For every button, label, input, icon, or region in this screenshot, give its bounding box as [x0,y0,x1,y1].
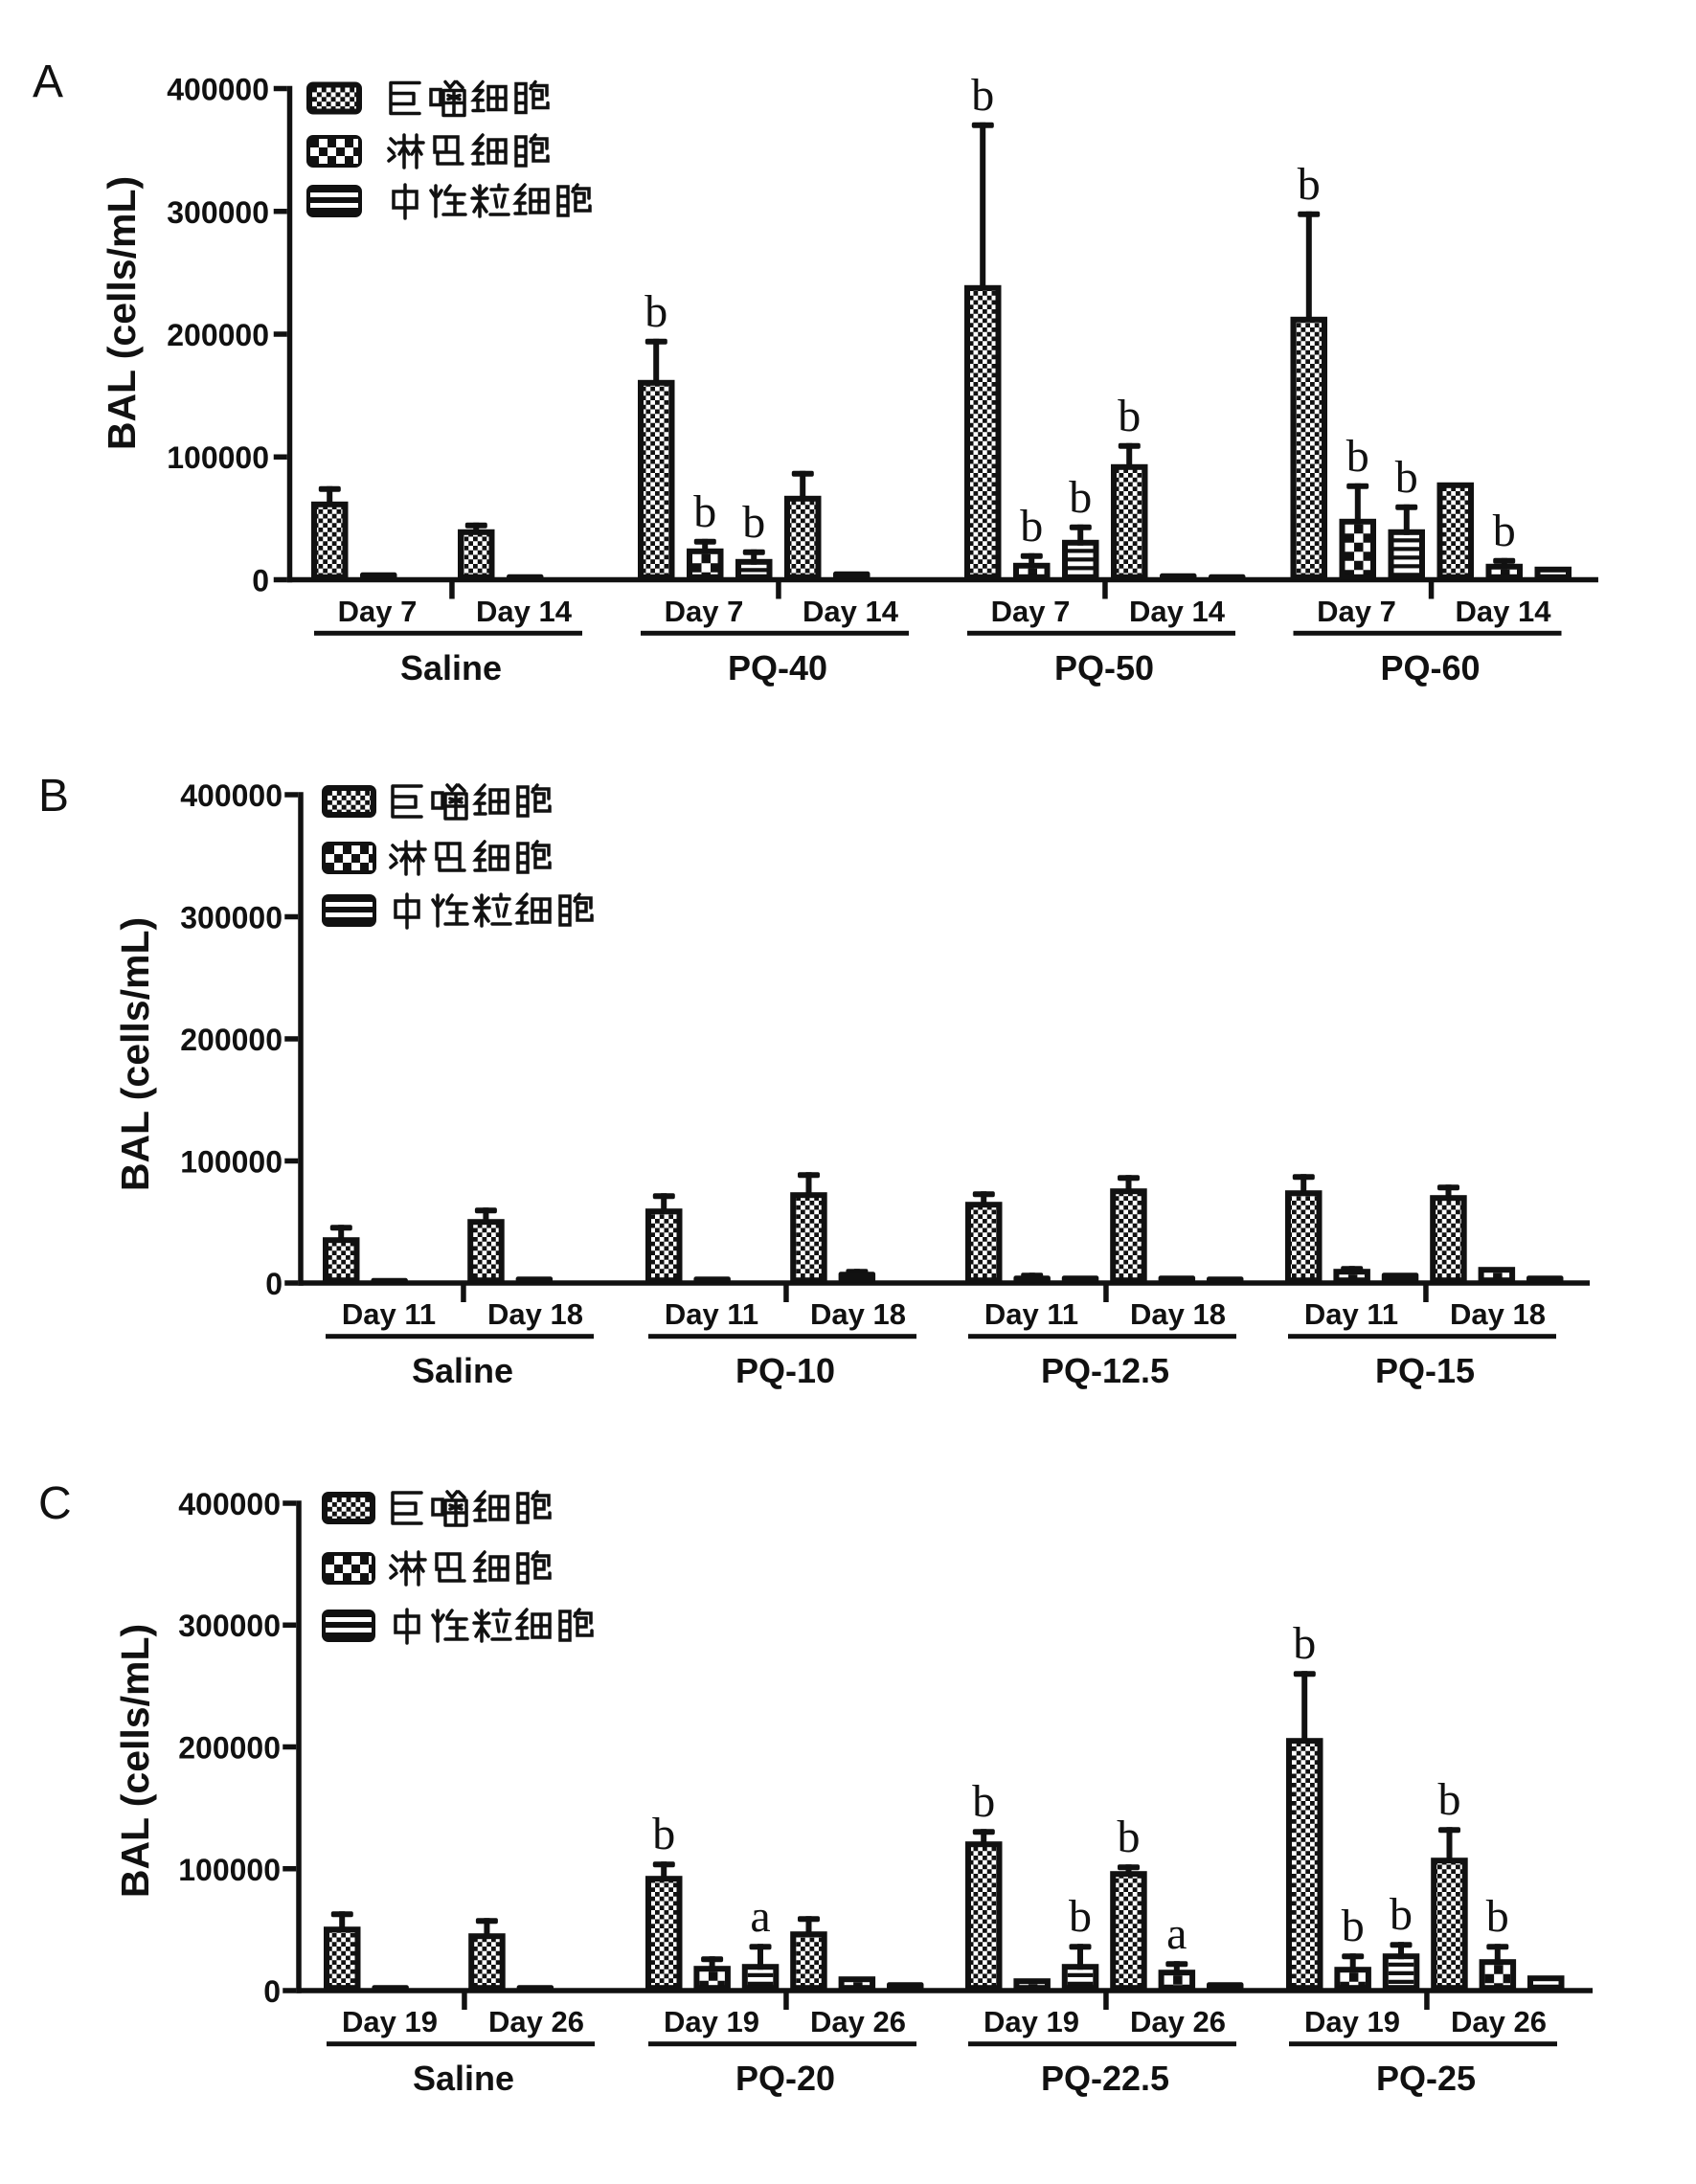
svg-text:Day 14: Day 14 [803,595,899,628]
svg-text:Day 7: Day 7 [665,595,744,628]
svg-text:Day 19: Day 19 [342,2005,438,2038]
svg-text:b: b [971,70,994,121]
svg-text:b: b [652,1809,675,1859]
svg-text:200000: 200000 [180,1023,283,1057]
svg-text:Saline: Saline [400,648,502,687]
svg-text:BAL (cells/mL): BAL (cells/mL) [113,1624,157,1898]
svg-text:A: A [33,56,63,107]
svg-text:Day 19: Day 19 [1304,2005,1400,2038]
svg-text:PQ-20: PQ-20 [735,2059,835,2098]
svg-text:b: b [1346,431,1369,482]
svg-text:b: b [644,286,667,337]
svg-text:Day 18: Day 18 [1450,1297,1546,1331]
svg-text:b: b [1020,501,1043,552]
svg-text:Day 18: Day 18 [810,1297,906,1331]
svg-text:Day 11: Day 11 [984,1297,1078,1331]
svg-text:Day 19: Day 19 [664,2005,759,2038]
svg-text:b: b [1069,472,1092,523]
svg-text:PQ-22.5: PQ-22.5 [1041,2059,1169,2098]
svg-text:b: b [1293,1618,1316,1669]
svg-text:0: 0 [252,564,269,598]
svg-text:PQ-25: PQ-25 [1376,2059,1476,2098]
svg-text:b: b [1298,159,1321,210]
svg-text:PQ-60: PQ-60 [1380,648,1480,687]
svg-text:Day 19: Day 19 [984,2005,1079,2038]
svg-text:b: b [1118,391,1141,441]
svg-text:200000: 200000 [167,318,269,352]
svg-text:b: b [1390,1889,1413,1940]
svg-text:Day 11: Day 11 [1304,1297,1398,1331]
svg-text:200000: 200000 [178,1731,281,1766]
svg-text:Saline: Saline [413,2059,514,2098]
svg-text:100000: 100000 [167,440,269,475]
svg-text:400000: 400000 [178,1487,281,1521]
svg-text:C: C [38,1478,72,1529]
svg-text:Saline: Saline [412,1351,513,1390]
svg-text:0: 0 [263,1974,281,2009]
svg-text:Day 11: Day 11 [342,1297,436,1331]
svg-text:Day 14: Day 14 [1129,595,1226,628]
svg-text:Day 14: Day 14 [476,595,573,628]
svg-text:b: b [1069,1891,1092,1942]
svg-text:Day 7: Day 7 [1317,595,1396,628]
svg-text:PQ-12.5: PQ-12.5 [1041,1351,1169,1390]
svg-text:100000: 100000 [178,1853,281,1887]
svg-text:b: b [1486,1891,1509,1942]
svg-text:b: b [1118,1812,1141,1862]
svg-text:300000: 300000 [178,1609,281,1643]
svg-text:Day 7: Day 7 [338,595,418,628]
svg-text:100000: 100000 [180,1145,283,1180]
svg-text:b: b [742,497,765,548]
svg-text:BAL (cells/mL): BAL (cells/mL) [113,917,157,1191]
svg-text:0: 0 [265,1267,283,1301]
svg-text:Day 26: Day 26 [1130,2005,1226,2038]
svg-text:Day 14: Day 14 [1456,595,1552,628]
svg-text:PQ-40: PQ-40 [728,648,827,687]
svg-text:BAL (cells/mL): BAL (cells/mL) [100,176,144,450]
svg-text:B: B [38,771,69,822]
svg-text:a: a [1166,1908,1187,1959]
svg-text:PQ-50: PQ-50 [1054,648,1154,687]
svg-text:Day 11: Day 11 [665,1297,758,1331]
svg-text:400000: 400000 [180,778,283,813]
svg-text:Day 18: Day 18 [487,1297,583,1331]
svg-text:Day 26: Day 26 [488,2005,584,2038]
svg-text:Day 18: Day 18 [1130,1297,1226,1331]
svg-text:b: b [1493,506,1516,556]
svg-text:b: b [1395,452,1418,503]
svg-text:b: b [1438,1774,1461,1825]
svg-text:Day 7: Day 7 [991,595,1071,628]
svg-text:a: a [750,1891,770,1942]
svg-text:b: b [1342,1901,1365,1951]
svg-text:b: b [972,1776,995,1827]
svg-text:Day 26: Day 26 [810,2005,906,2038]
svg-text:Day 26: Day 26 [1451,2005,1547,2038]
svg-text:400000: 400000 [167,73,269,107]
svg-text:b: b [693,486,716,537]
svg-text:300000: 300000 [180,901,283,935]
svg-text:PQ-15: PQ-15 [1375,1351,1475,1390]
svg-text:PQ-10: PQ-10 [735,1351,835,1390]
svg-text:300000: 300000 [167,195,269,230]
